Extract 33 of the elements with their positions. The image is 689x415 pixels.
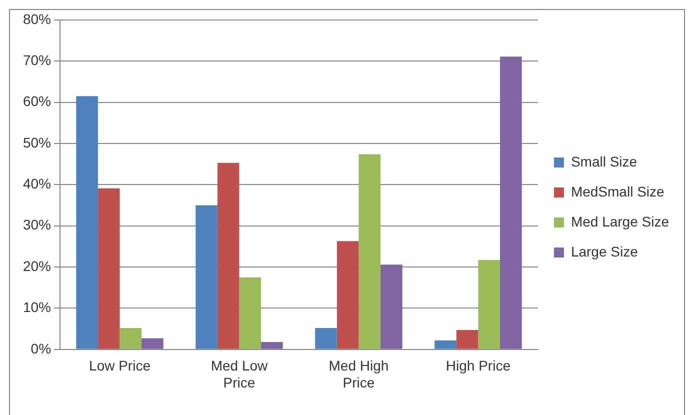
bar — [217, 162, 240, 349]
y-tick-label: 80% — [22, 10, 52, 27]
bar — [142, 338, 164, 349]
bar — [120, 328, 142, 349]
y-tick-label: 70% — [22, 52, 52, 68]
bar — [380, 264, 402, 349]
x-tick-label: Low Price — [89, 358, 151, 374]
y-tick-label: 20% — [22, 258, 52, 274]
x-tick-label: High Price — [446, 358, 511, 374]
legend-label: MedSmall Size — [570, 183, 665, 200]
bar — [456, 330, 478, 349]
bar — [315, 328, 337, 349]
legend-label: Large Size — [570, 243, 638, 260]
bar — [434, 340, 456, 349]
x-tick-label: Med Low Price — [210, 358, 269, 390]
bar — [336, 241, 359, 349]
y-tick-label: 60% — [22, 93, 52, 110]
y-tick-label: 30% — [22, 216, 52, 233]
y-tick-label: 0% — [30, 340, 52, 356]
bar — [261, 342, 283, 349]
bar — [196, 205, 218, 349]
bar — [358, 154, 381, 349]
y-tick-label: 50% — [22, 134, 52, 150]
x-tick-label: Med High Price — [328, 358, 389, 390]
bar — [478, 260, 500, 349]
bar — [76, 96, 98, 349]
bar — [239, 277, 262, 349]
bar — [500, 56, 522, 349]
y-tick-label: 40% — [22, 176, 52, 192]
y-tick-label: 10% — [22, 299, 52, 316]
bar — [98, 188, 120, 349]
legend-label: Med Large Size — [570, 213, 670, 230]
legend-label: Small Size — [570, 153, 638, 170]
